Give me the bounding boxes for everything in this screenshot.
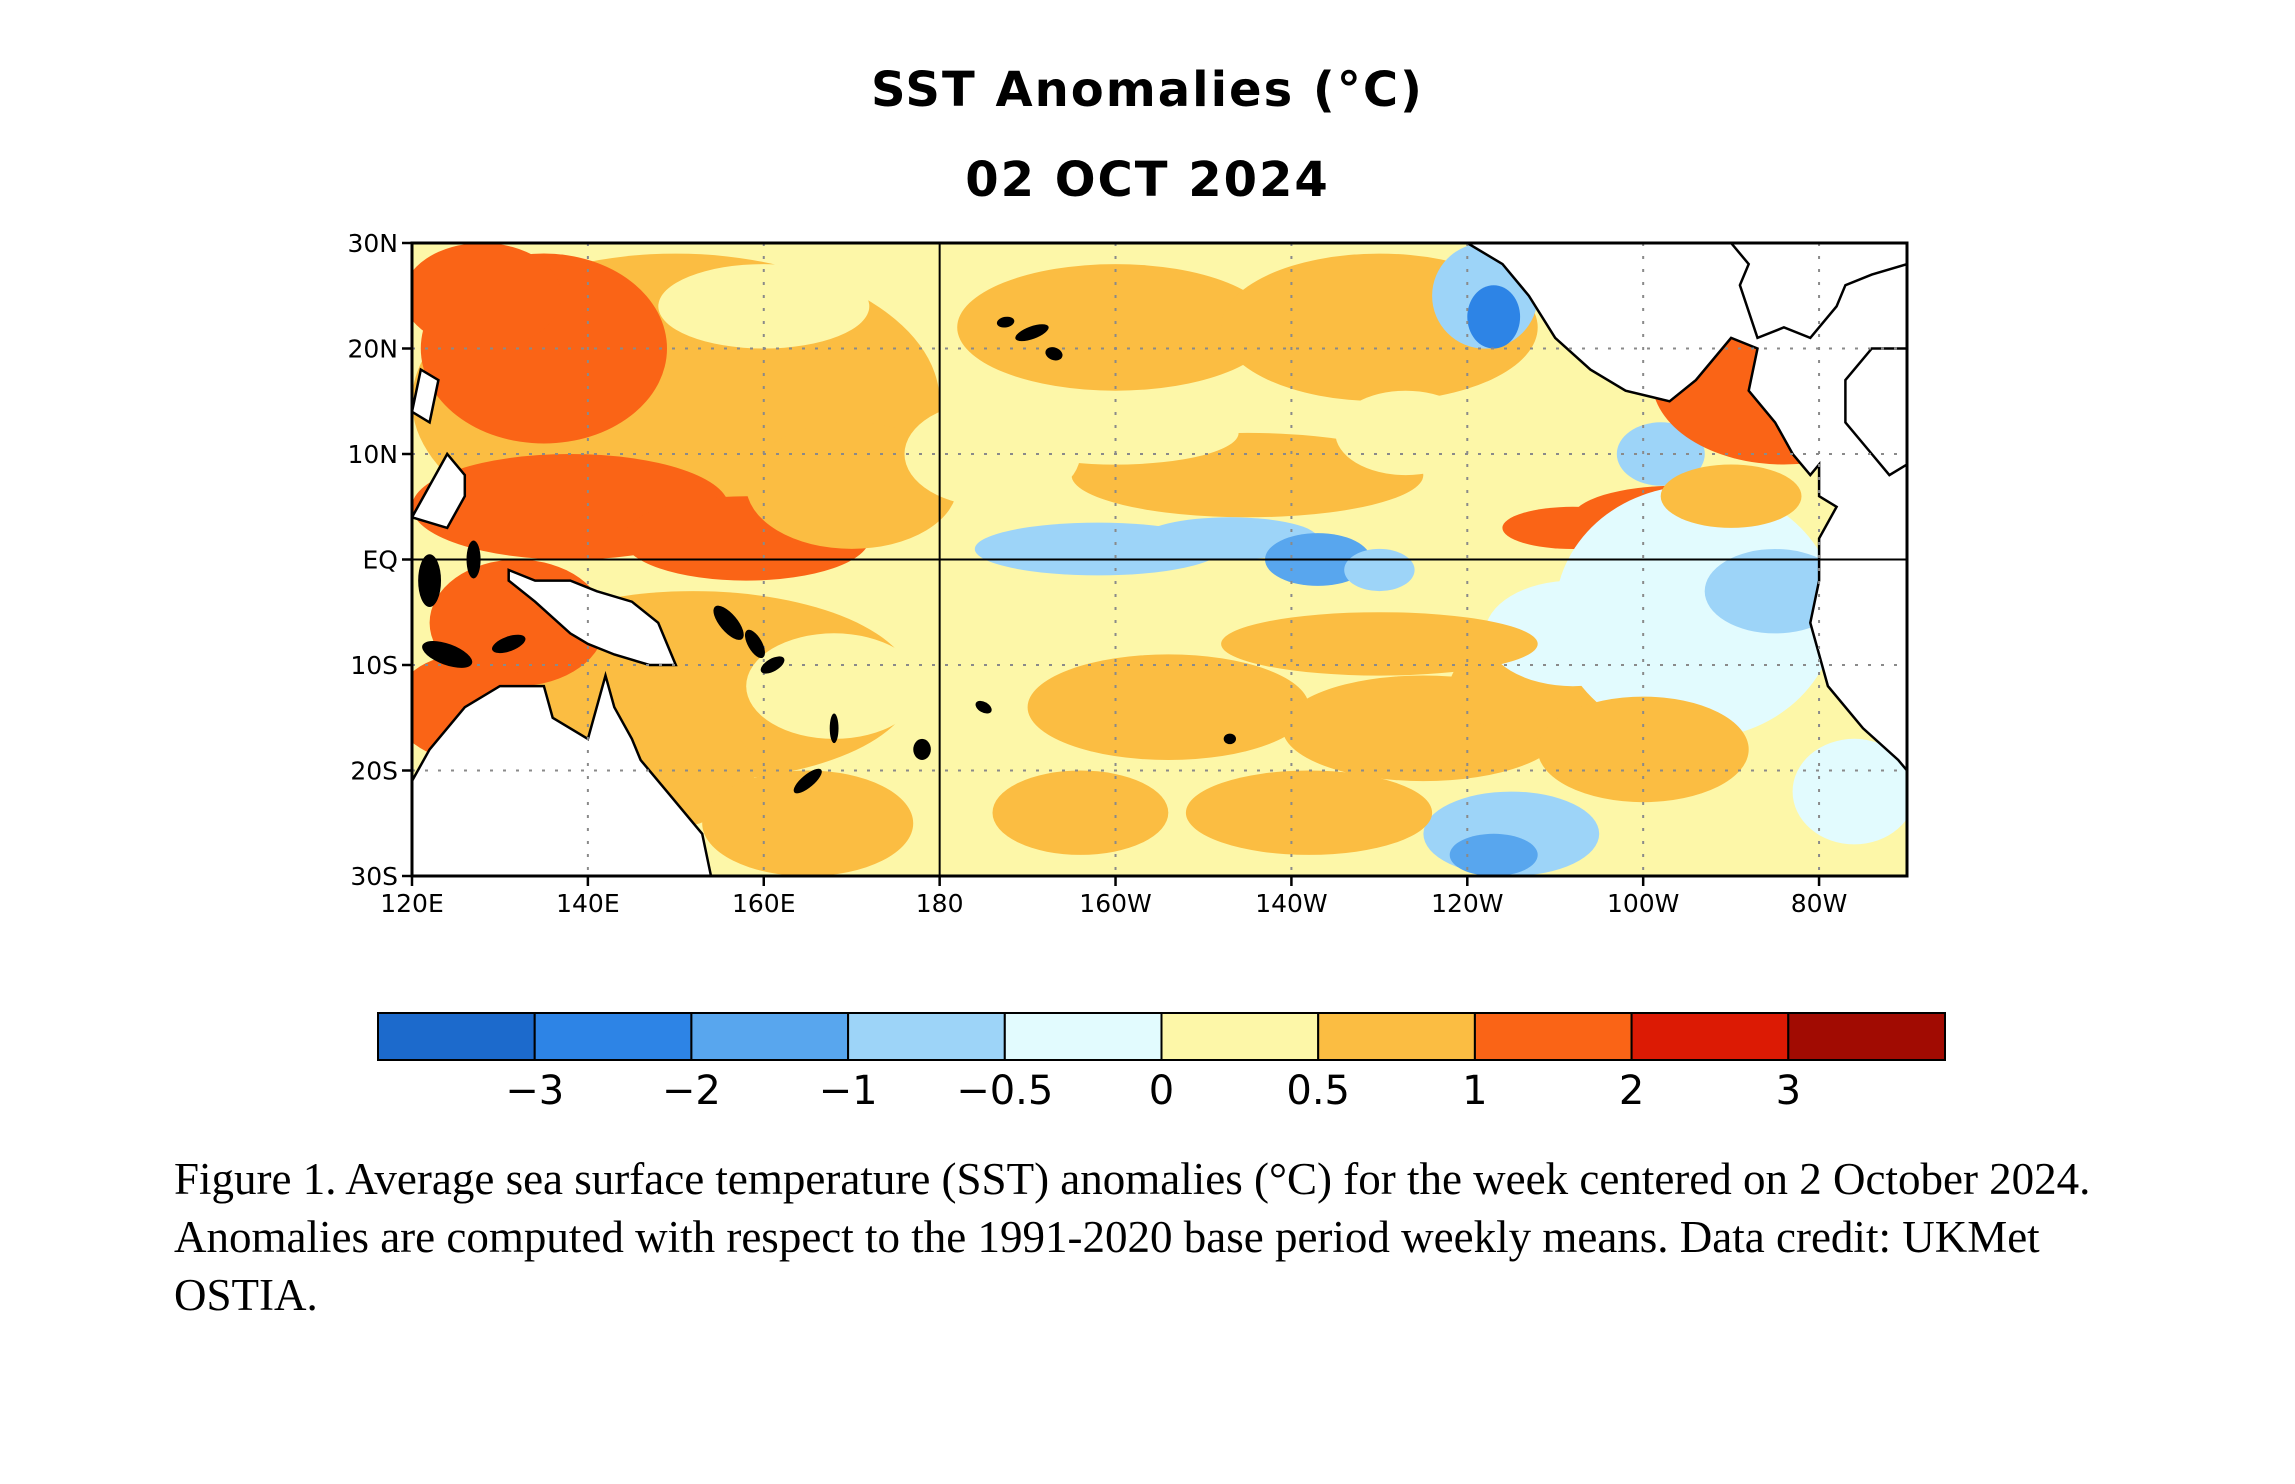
lat-tick-label: EQ — [363, 546, 398, 575]
anomaly-patch — [1221, 612, 1538, 676]
lat-tick-label: 10S — [350, 651, 398, 680]
colorbar-swatch — [1317, 1012, 1476, 1061]
map-title: SST Anomalies (°C) — [871, 62, 1424, 118]
lon-tick-label: 120E — [380, 889, 444, 918]
lat-tick-label: 10N — [347, 440, 398, 469]
axis-ticks: 120E 140E 160E 180 160W 140W 120W 100W 80W 30N 20N… — [347, 229, 1847, 918]
anomaly-patch — [746, 422, 958, 549]
colorbar-label: −2 — [662, 1068, 721, 1114]
lat-tick-label: 20S — [350, 757, 398, 786]
gridlines — [412, 243, 1907, 876]
anomaly-patch — [1335, 390, 1477, 476]
lon-tick-label: 140E — [556, 889, 620, 918]
lon-tick-label: 140W — [1255, 889, 1327, 918]
colorbar-label: −1 — [819, 1068, 878, 1114]
anomaly-patch — [957, 264, 1274, 391]
island — [492, 634, 526, 654]
colorbar-swatch — [1630, 1012, 1790, 1061]
island — [744, 629, 765, 659]
anomaly-patch — [412, 243, 562, 349]
colorbar-swatch — [1787, 1012, 1947, 1061]
colorbar-swatch — [1473, 1012, 1633, 1061]
lon-tick-label: 180 — [916, 889, 964, 918]
colorbar-label: 1 — [1462, 1068, 1487, 1114]
island — [713, 605, 744, 640]
anomaly-patch — [1344, 548, 1415, 592]
island — [418, 554, 442, 607]
lat-tick-label: 30S — [350, 862, 398, 891]
new-guinea — [507, 568, 678, 667]
anomaly-patch — [992, 770, 1169, 855]
anomaly-patch — [1467, 285, 1521, 349]
figure-caption: Figure 1. Average sea surface temperatur… — [174, 1154, 2091, 1320]
anomaly-patch — [1537, 696, 1749, 803]
colorbar-swatch — [1003, 1012, 1163, 1061]
lon-tick-label: 80W — [1791, 889, 1848, 918]
anomaly-patch — [1185, 770, 1433, 855]
anomaly-patches — [412, 243, 1907, 876]
lat-tick-label: 30N — [347, 229, 398, 258]
colorbar-label: 0.5 — [1286, 1068, 1350, 1114]
colorbar-label: −0.5 — [956, 1068, 1053, 1114]
colorbar-label: −3 — [505, 1068, 564, 1114]
map-date: 02 OCT 2024 — [965, 152, 1330, 208]
colorbar-label: 2 — [1619, 1068, 1644, 1114]
anomaly-patch — [1027, 654, 1310, 760]
anomaly-patch — [702, 770, 914, 876]
colorbar-swatch — [690, 1012, 850, 1061]
colorbar-swatch — [1160, 1012, 1320, 1061]
lon-tick-label: 160E — [732, 889, 796, 918]
anomaly-patch — [658, 264, 870, 349]
island — [829, 713, 839, 744]
island — [793, 768, 822, 794]
colorbar: −3 −2 −1 −0.5 0 0.5 1 2 3 — [377, 1012, 1947, 1114]
anomaly-patch — [1704, 549, 1846, 634]
colorbar-label: 0 — [1149, 1068, 1174, 1114]
australia — [412, 670, 713, 876]
anomaly-patch — [992, 401, 1239, 465]
colorbar-swatch — [533, 1012, 693, 1061]
colorbar-swatch — [847, 1012, 1006, 1061]
anomaly-patch — [1484, 580, 1661, 687]
lon-tick-label: 160W — [1079, 889, 1151, 918]
island — [1045, 347, 1063, 361]
island — [760, 656, 785, 674]
lon-tick-label: 100W — [1607, 889, 1679, 918]
americas-landmass — [1464, 243, 1907, 773]
island — [1223, 733, 1237, 745]
islands — [418, 316, 1237, 794]
anomaly-patch — [1660, 464, 1802, 528]
colorbar-swatch — [377, 1012, 536, 1061]
land-masses — [412, 243, 1907, 876]
lat-tick-label: 20N — [347, 335, 398, 364]
anomaly-patch — [746, 633, 922, 739]
island — [1015, 324, 1049, 342]
luzon — [412, 367, 440, 425]
caribbean-sea — [1844, 347, 1907, 477]
anomaly-patch — [1792, 738, 1907, 845]
island — [996, 316, 1015, 328]
anomaly-patch — [1449, 833, 1538, 876]
island — [913, 738, 931, 760]
island — [975, 700, 992, 714]
island — [422, 641, 473, 668]
colorbar-label: 3 — [1776, 1068, 1801, 1114]
lon-tick-label: 120W — [1431, 889, 1503, 918]
philippines-south — [412, 451, 467, 530]
gulf-region — [1729, 243, 1907, 340]
